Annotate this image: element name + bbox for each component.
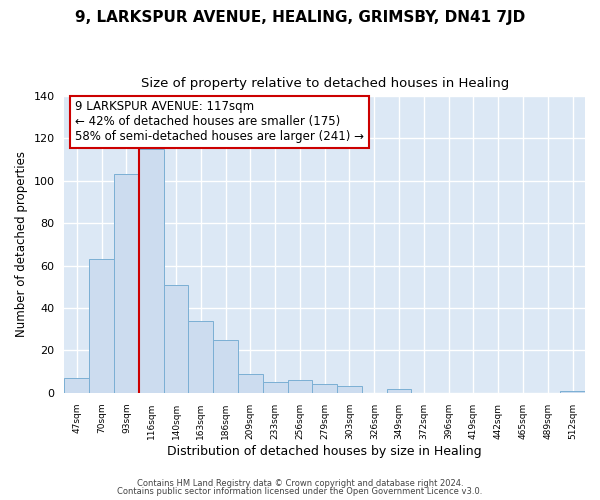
Text: 9, LARKSPUR AVENUE, HEALING, GRIMSBY, DN41 7JD: 9, LARKSPUR AVENUE, HEALING, GRIMSBY, DN… [75, 10, 525, 25]
Bar [386, 388, 412, 393]
X-axis label: Distribution of detached houses by size in Healing: Distribution of detached houses by size … [167, 444, 482, 458]
Text: Contains public sector information licensed under the Open Government Licence v3: Contains public sector information licen… [118, 487, 482, 496]
Bar [164, 284, 188, 393]
Bar [238, 374, 263, 393]
Bar [64, 378, 89, 393]
Bar [287, 380, 313, 393]
Y-axis label: Number of detached properties: Number of detached properties [15, 152, 28, 338]
Bar [89, 259, 114, 393]
Bar [263, 382, 287, 393]
Bar [337, 386, 362, 393]
Bar [213, 340, 238, 393]
Bar [188, 320, 213, 393]
Bar [139, 149, 164, 393]
Bar [560, 390, 585, 393]
Text: Contains HM Land Registry data © Crown copyright and database right 2024.: Contains HM Land Registry data © Crown c… [137, 478, 463, 488]
Bar [313, 384, 337, 393]
Text: 9 LARKSPUR AVENUE: 117sqm
← 42% of detached houses are smaller (175)
58% of semi: 9 LARKSPUR AVENUE: 117sqm ← 42% of detac… [75, 100, 364, 144]
Title: Size of property relative to detached houses in Healing: Size of property relative to detached ho… [140, 78, 509, 90]
Bar [114, 174, 139, 393]
